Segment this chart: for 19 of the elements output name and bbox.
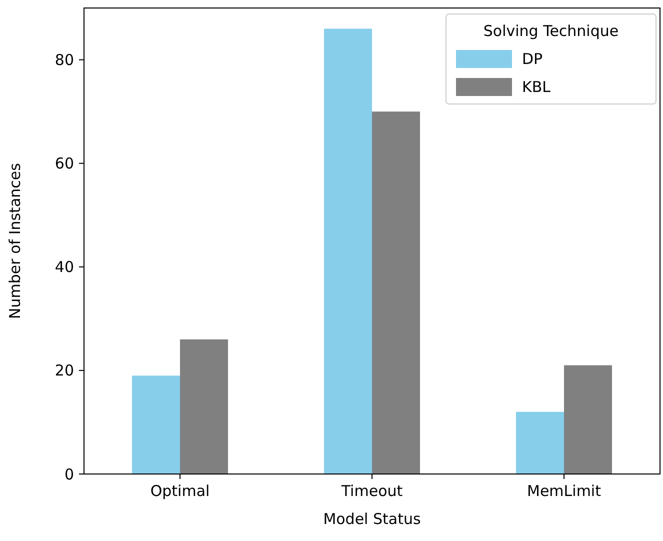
bar [372,112,420,474]
y-axis-title: Number of Instances [6,162,24,319]
bar [516,412,564,474]
bar [324,28,372,474]
x-tick-label: Timeout [340,482,403,500]
legend-label: KBL [522,78,552,96]
y-tick-label: 0 [64,465,74,484]
y-tick-label: 60 [54,154,74,173]
x-tick-label: Optimal [150,482,210,500]
bar [180,339,228,474]
legend-label: DP [522,50,543,68]
y-tick-label: 20 [54,362,74,380]
x-tick-label: MemLimit [527,482,602,500]
legend-title: Solving Technique [483,22,619,40]
bar [132,376,180,474]
y-tick-label: 80 [54,51,74,70]
bar [564,365,612,474]
y-tick-label: 40 [54,258,74,276]
x-axis-title: Model Status [323,510,421,528]
